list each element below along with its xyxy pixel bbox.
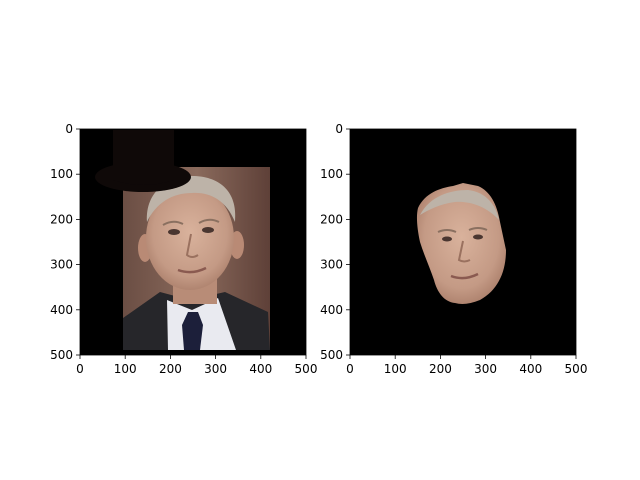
right-x-tick-label: 100: [384, 362, 407, 376]
right-x-tick-label: 200: [429, 362, 452, 376]
right-x-tick-label: 300: [474, 362, 497, 376]
left-x-tick-label: 200: [159, 362, 182, 376]
left-y-tick-label: 100: [50, 167, 73, 181]
left-x-tick-label: 400: [249, 362, 272, 376]
right-y-tick-label: 400: [320, 303, 343, 317]
left-y-tick-label: 200: [50, 212, 73, 226]
cutout-eyebrow-right: [468, 227, 488, 231]
top-hat-crown: [113, 130, 174, 185]
mouth: [177, 266, 207, 274]
right-y-tick-label: 500: [320, 348, 343, 362]
face-cutout-icon: [416, 183, 506, 304]
cutout-eye-left: [442, 236, 452, 242]
right-y-tick-label: 200: [320, 212, 343, 226]
left-x-tick-label: 0: [76, 362, 84, 376]
left-axes-frame: [79, 128, 307, 356]
eyebrow-left: [162, 220, 184, 226]
right-x-tick-label: 400: [519, 362, 542, 376]
cutout-mouth: [450, 272, 479, 280]
left-x-tick-label: 100: [114, 362, 137, 376]
eye-right: [202, 227, 214, 233]
left-y-tick-label: 500: [50, 348, 73, 362]
left-y-tick-label: 0: [65, 122, 73, 136]
top-hat-icon: [95, 130, 191, 192]
left-y-tick-label: 400: [50, 303, 73, 317]
right-y-tick-label: 300: [320, 258, 343, 272]
cutout-eyebrow-left: [437, 229, 457, 233]
right-x-tick-label: 500: [565, 362, 588, 376]
left-y-tick-label: 300: [50, 258, 73, 272]
right-x-tick-label: 0: [346, 362, 354, 376]
necktie: [182, 312, 203, 350]
eyebrow-right: [198, 218, 220, 224]
cutout-nose: [457, 240, 471, 263]
portrait-photo: [123, 167, 270, 350]
right-y-tick-label: 0: [335, 122, 343, 136]
nose: [185, 233, 199, 258]
right-axes-frame: [349, 128, 577, 356]
cutout-eye-right: [473, 234, 483, 240]
right-y-tick-label: 100: [320, 167, 343, 181]
cutout-hair: [420, 190, 499, 220]
left-x-tick-label: 300: [204, 362, 227, 376]
left-x-tick-label: 500: [295, 362, 318, 376]
eye-left: [168, 229, 180, 235]
